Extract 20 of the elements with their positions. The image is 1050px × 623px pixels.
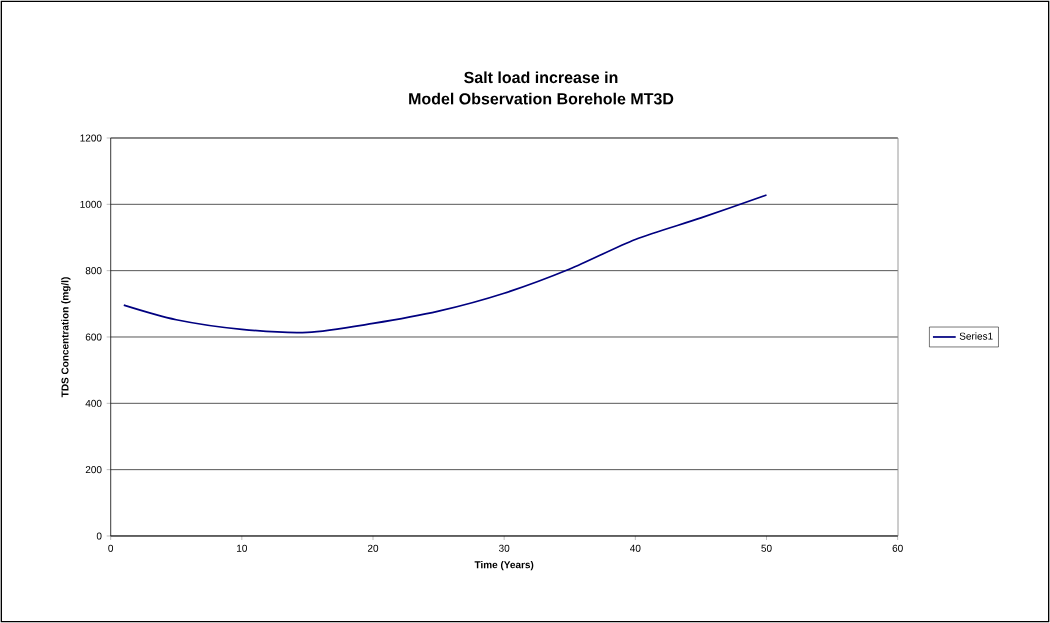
x-tick-label: 50 [761,544,772,552]
x-axis-title: Time (Years) [474,560,534,571]
y-tick-label: 800 [85,267,102,275]
x-tick-label: 0 [108,544,114,552]
y-tick-label: 600 [85,333,102,341]
y-tick-label: 200 [85,466,102,474]
chart-subtitle: Model Observation Borehole MT3D [409,92,674,105]
y-tick-label: 400 [85,399,102,407]
x-tick-label: 20 [367,544,379,552]
y-tick-label: 0 [96,532,102,540]
x-tick-label: 60 [892,544,903,552]
x-tick-label: 40 [630,544,641,552]
chart-title: Salt load increase in [464,71,618,84]
y-tick-label: 1200 [80,134,102,142]
legend-label: Series1 [959,332,993,340]
y-axis-title: TDS Concentration (mg/l) [61,277,71,398]
x-tick-label: 30 [498,544,510,552]
line-series [122,194,768,334]
y-tick-label: 1000 [80,200,102,208]
x-tick-label: 10 [237,544,247,552]
